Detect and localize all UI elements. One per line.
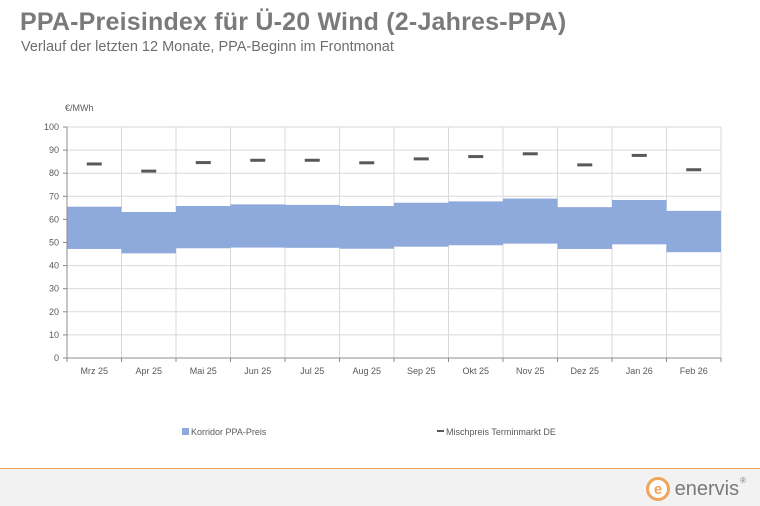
- corridor-bar: [121, 212, 176, 254]
- logo-text: enervis: [674, 477, 740, 500]
- terminmarkt-marker: [577, 163, 593, 167]
- logo-registered-mark: ®: [740, 476, 746, 485]
- x-tick-label: Mrz 25: [80, 366, 108, 376]
- corridor-bar: [503, 198, 558, 244]
- x-tick-label: Dez 25: [570, 366, 599, 376]
- enervis-logo: e enervis ®: [645, 476, 746, 502]
- footer-divider: [0, 468, 760, 469]
- terminmarkt-marker: [413, 157, 429, 161]
- corridor-bar: [176, 206, 231, 249]
- legend-label-marker: Mischpreis Terminmarkt DE: [446, 427, 556, 437]
- corridor-bar: [557, 207, 612, 249]
- corridor-bar: [448, 201, 503, 246]
- corridor-bar: [67, 206, 122, 249]
- corridor-bar: [339, 206, 394, 249]
- x-tick-label: Aug 25: [352, 366, 381, 376]
- y-tick-label: 40: [49, 261, 59, 271]
- corridor-bar: [612, 199, 667, 245]
- chart-subtitle: Verlauf der letzten 12 Monate, PPA-Begin…: [21, 39, 394, 55]
- corridor-bar: [285, 204, 340, 248]
- terminmarkt-marker: [250, 158, 266, 162]
- chart-markers: [86, 152, 702, 173]
- x-tick-label: Sep 25: [407, 366, 436, 376]
- legend-swatch-corridor: [182, 428, 189, 435]
- footer-bar: [0, 469, 760, 506]
- corridor-bar: [394, 202, 449, 247]
- terminmarkt-marker: [631, 153, 647, 157]
- terminmarkt-marker: [468, 155, 484, 159]
- y-axis-unit-label: €/MWh: [65, 103, 94, 113]
- terminmarkt-marker: [522, 152, 538, 156]
- x-tick-label: Jan 26: [626, 366, 653, 376]
- y-tick-label: 60: [49, 214, 59, 224]
- chart-axes: 0 10 20 30 40 50 60 70 80 90 100 Mrz 25 Apr 25 Mai 25…: [44, 122, 722, 376]
- chart-title: PPA-Preisindex für Ü-20 Wind (2-Jahres-P…: [20, 8, 567, 36]
- y-tick-label: 20: [49, 307, 59, 317]
- y-tick-label: 30: [49, 284, 59, 294]
- terminmarkt-marker: [359, 161, 375, 165]
- y-tick-label: 70: [49, 191, 59, 201]
- chart-legend: Korridor PPA-Preis Mischpreis Terminmark…: [182, 427, 556, 437]
- chart-canvas: 0 10 20 30 40 50 60 70 80 90 100 Mrz 25 Apr 25 Mai 25…: [44, 103, 722, 437]
- terminmarkt-marker: [304, 158, 320, 162]
- corridor-bar: [666, 210, 721, 253]
- y-tick-label: 0: [54, 353, 59, 363]
- chart-bars: [67, 198, 721, 254]
- x-tick-label: Jul 25: [300, 366, 324, 376]
- terminmarkt-marker: [86, 162, 102, 166]
- terminmarkt-marker: [195, 161, 211, 165]
- y-tick-label: 90: [49, 145, 59, 155]
- y-tick-label: 100: [44, 122, 59, 132]
- legend-label-corridor: Korridor PPA-Preis: [191, 427, 267, 437]
- x-tick-label: Nov 25: [516, 366, 545, 376]
- logo-letter: e: [653, 481, 661, 498]
- terminmarkt-marker: [141, 169, 157, 173]
- x-tick-label: Apr 25: [135, 366, 162, 376]
- x-tick-label: Feb 26: [680, 366, 708, 376]
- y-tick-label: 80: [49, 168, 59, 178]
- enervis-logo-icon: e: [645, 477, 670, 501]
- y-tick-label: 10: [49, 330, 59, 340]
- terminmarkt-marker: [686, 168, 702, 172]
- x-tick-label: Mai 25: [190, 366, 217, 376]
- corridor-bar: [230, 204, 285, 248]
- y-tick-label: 50: [49, 238, 59, 248]
- x-tick-label: Jun 25: [244, 366, 271, 376]
- x-tick-label: Okt 25: [462, 366, 489, 376]
- legend-swatch-marker: [437, 430, 444, 432]
